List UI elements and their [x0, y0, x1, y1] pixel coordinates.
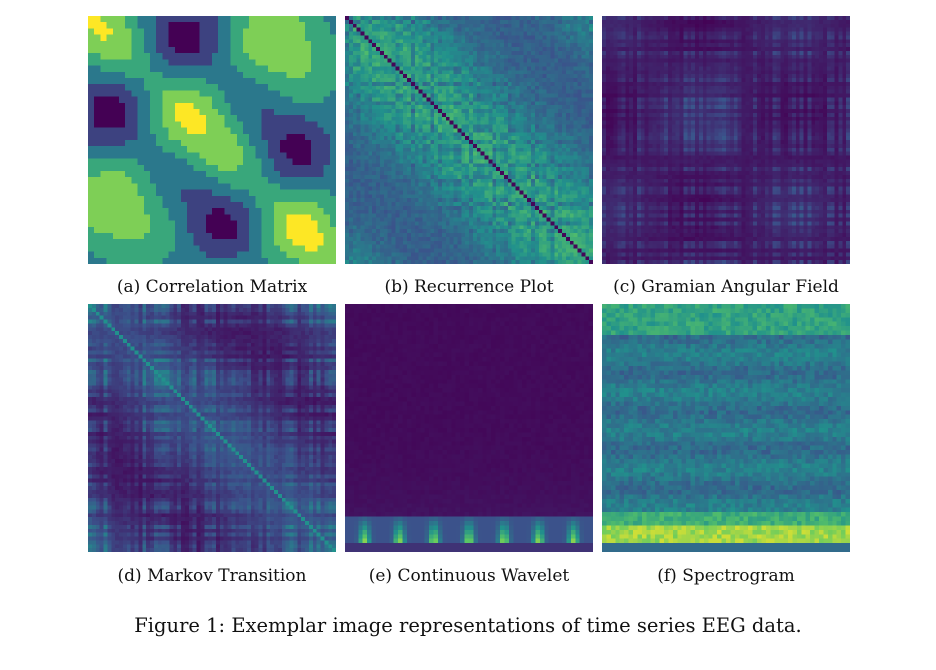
markov-transition-image — [88, 304, 336, 552]
continuous-wavelet-cells — [345, 304, 593, 552]
panel-spectrogram — [602, 304, 850, 552]
panel-markov-transition — [88, 304, 336, 552]
spectrogram-cells — [602, 304, 850, 552]
panel-gramian-angular-field — [602, 16, 850, 264]
correlation-matrix-image — [88, 16, 336, 264]
markov-transition-cells — [88, 304, 336, 552]
recurrence-plot-image — [345, 16, 593, 264]
panel-continuous-wavelet — [345, 304, 593, 552]
gramian-angular-field-cells — [602, 16, 850, 264]
gramian-angular-field-image — [602, 16, 850, 264]
caption-f: (f) Spectrogram — [602, 566, 850, 586]
panel-recurrence-plot — [345, 16, 593, 264]
spectrogram-image — [602, 304, 850, 552]
correlation-matrix-cells — [88, 16, 336, 264]
caption-d: (d) Markov Transition — [88, 566, 336, 586]
panel-correlation-matrix — [88, 16, 336, 264]
caption-c: (c) Gramian Angular Field — [598, 277, 854, 297]
caption-e: (e) Continuous Wavelet — [345, 566, 593, 586]
continuous-wavelet-image — [345, 304, 593, 552]
caption-a: (a) Correlation Matrix — [88, 277, 336, 297]
caption-b: (b) Recurrence Plot — [345, 277, 593, 297]
recurrence-plot-cells — [345, 16, 593, 264]
figure-caption: Figure 1: Exemplar image representations… — [0, 614, 936, 637]
